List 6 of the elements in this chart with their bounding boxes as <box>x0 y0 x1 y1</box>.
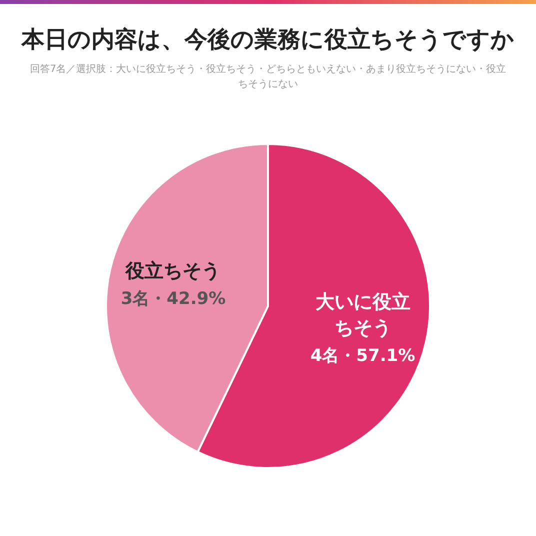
chart-subtitle: 回答7名／選択肢：大いに役立ちそう・役立ちそう・どちらともいえない・あまり役立ちそうにない・役立ちそうにない <box>28 62 508 92</box>
slice-label: 大いに役立ちそう <box>314 290 412 341</box>
slice-label: 役立ちそう <box>124 259 222 284</box>
data-label: 3名・42.9% <box>120 288 227 310</box>
data-label: 4名・57.1% <box>309 344 416 367</box>
chart-title: 本日の内容は、今後の業務に役立ちそうですか <box>20 26 516 55</box>
